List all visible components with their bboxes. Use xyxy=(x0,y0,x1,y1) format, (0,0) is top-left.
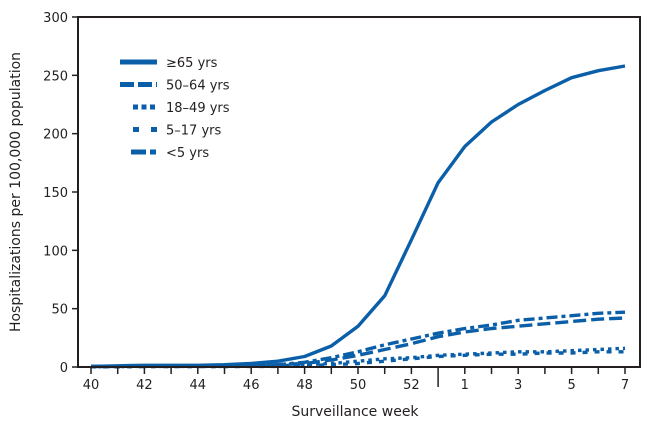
y-tick-label: 150 xyxy=(43,186,68,201)
x-tick-label: 48 xyxy=(296,378,313,393)
x-tick-label: 3 xyxy=(514,378,522,393)
legend-label-1: 50–64 yrs xyxy=(166,79,230,94)
y-tick-label: 200 xyxy=(43,128,68,143)
x-tick-label: 50 xyxy=(350,378,367,393)
series-line-4 xyxy=(91,310,626,369)
legend-label-4: <5 yrs xyxy=(166,146,209,161)
x-tick-label: 40 xyxy=(83,378,100,393)
y-axis-label: Hospitalizations per 100,000 population xyxy=(8,52,24,332)
series-line-3 xyxy=(91,350,625,369)
y-tick-label: 0 xyxy=(60,361,68,376)
y-tick-label: 50 xyxy=(51,303,68,318)
x-tick-label: 1 xyxy=(461,378,469,393)
series-line-0 xyxy=(90,64,626,369)
plot-frame xyxy=(77,16,641,368)
y-tick-label: 300 xyxy=(43,11,68,26)
x-tick-label: 44 xyxy=(190,378,207,393)
x-tick-label: 42 xyxy=(136,378,153,393)
x-tick-label: 46 xyxy=(243,378,260,393)
legend-label-0: ≥65 yrs xyxy=(166,56,218,71)
legend-label-2: 18–49 yrs xyxy=(166,101,230,116)
legend-label-3: 5–17 yrs xyxy=(166,124,221,139)
x-tick-label: 5 xyxy=(567,378,575,393)
y-tick-label: 100 xyxy=(43,244,68,259)
x-tick-label: 7 xyxy=(621,378,629,393)
x-axis-label: Surveillance week xyxy=(291,404,419,420)
x-tick-label: 52 xyxy=(403,378,420,393)
y-tick-label: 250 xyxy=(43,69,68,84)
